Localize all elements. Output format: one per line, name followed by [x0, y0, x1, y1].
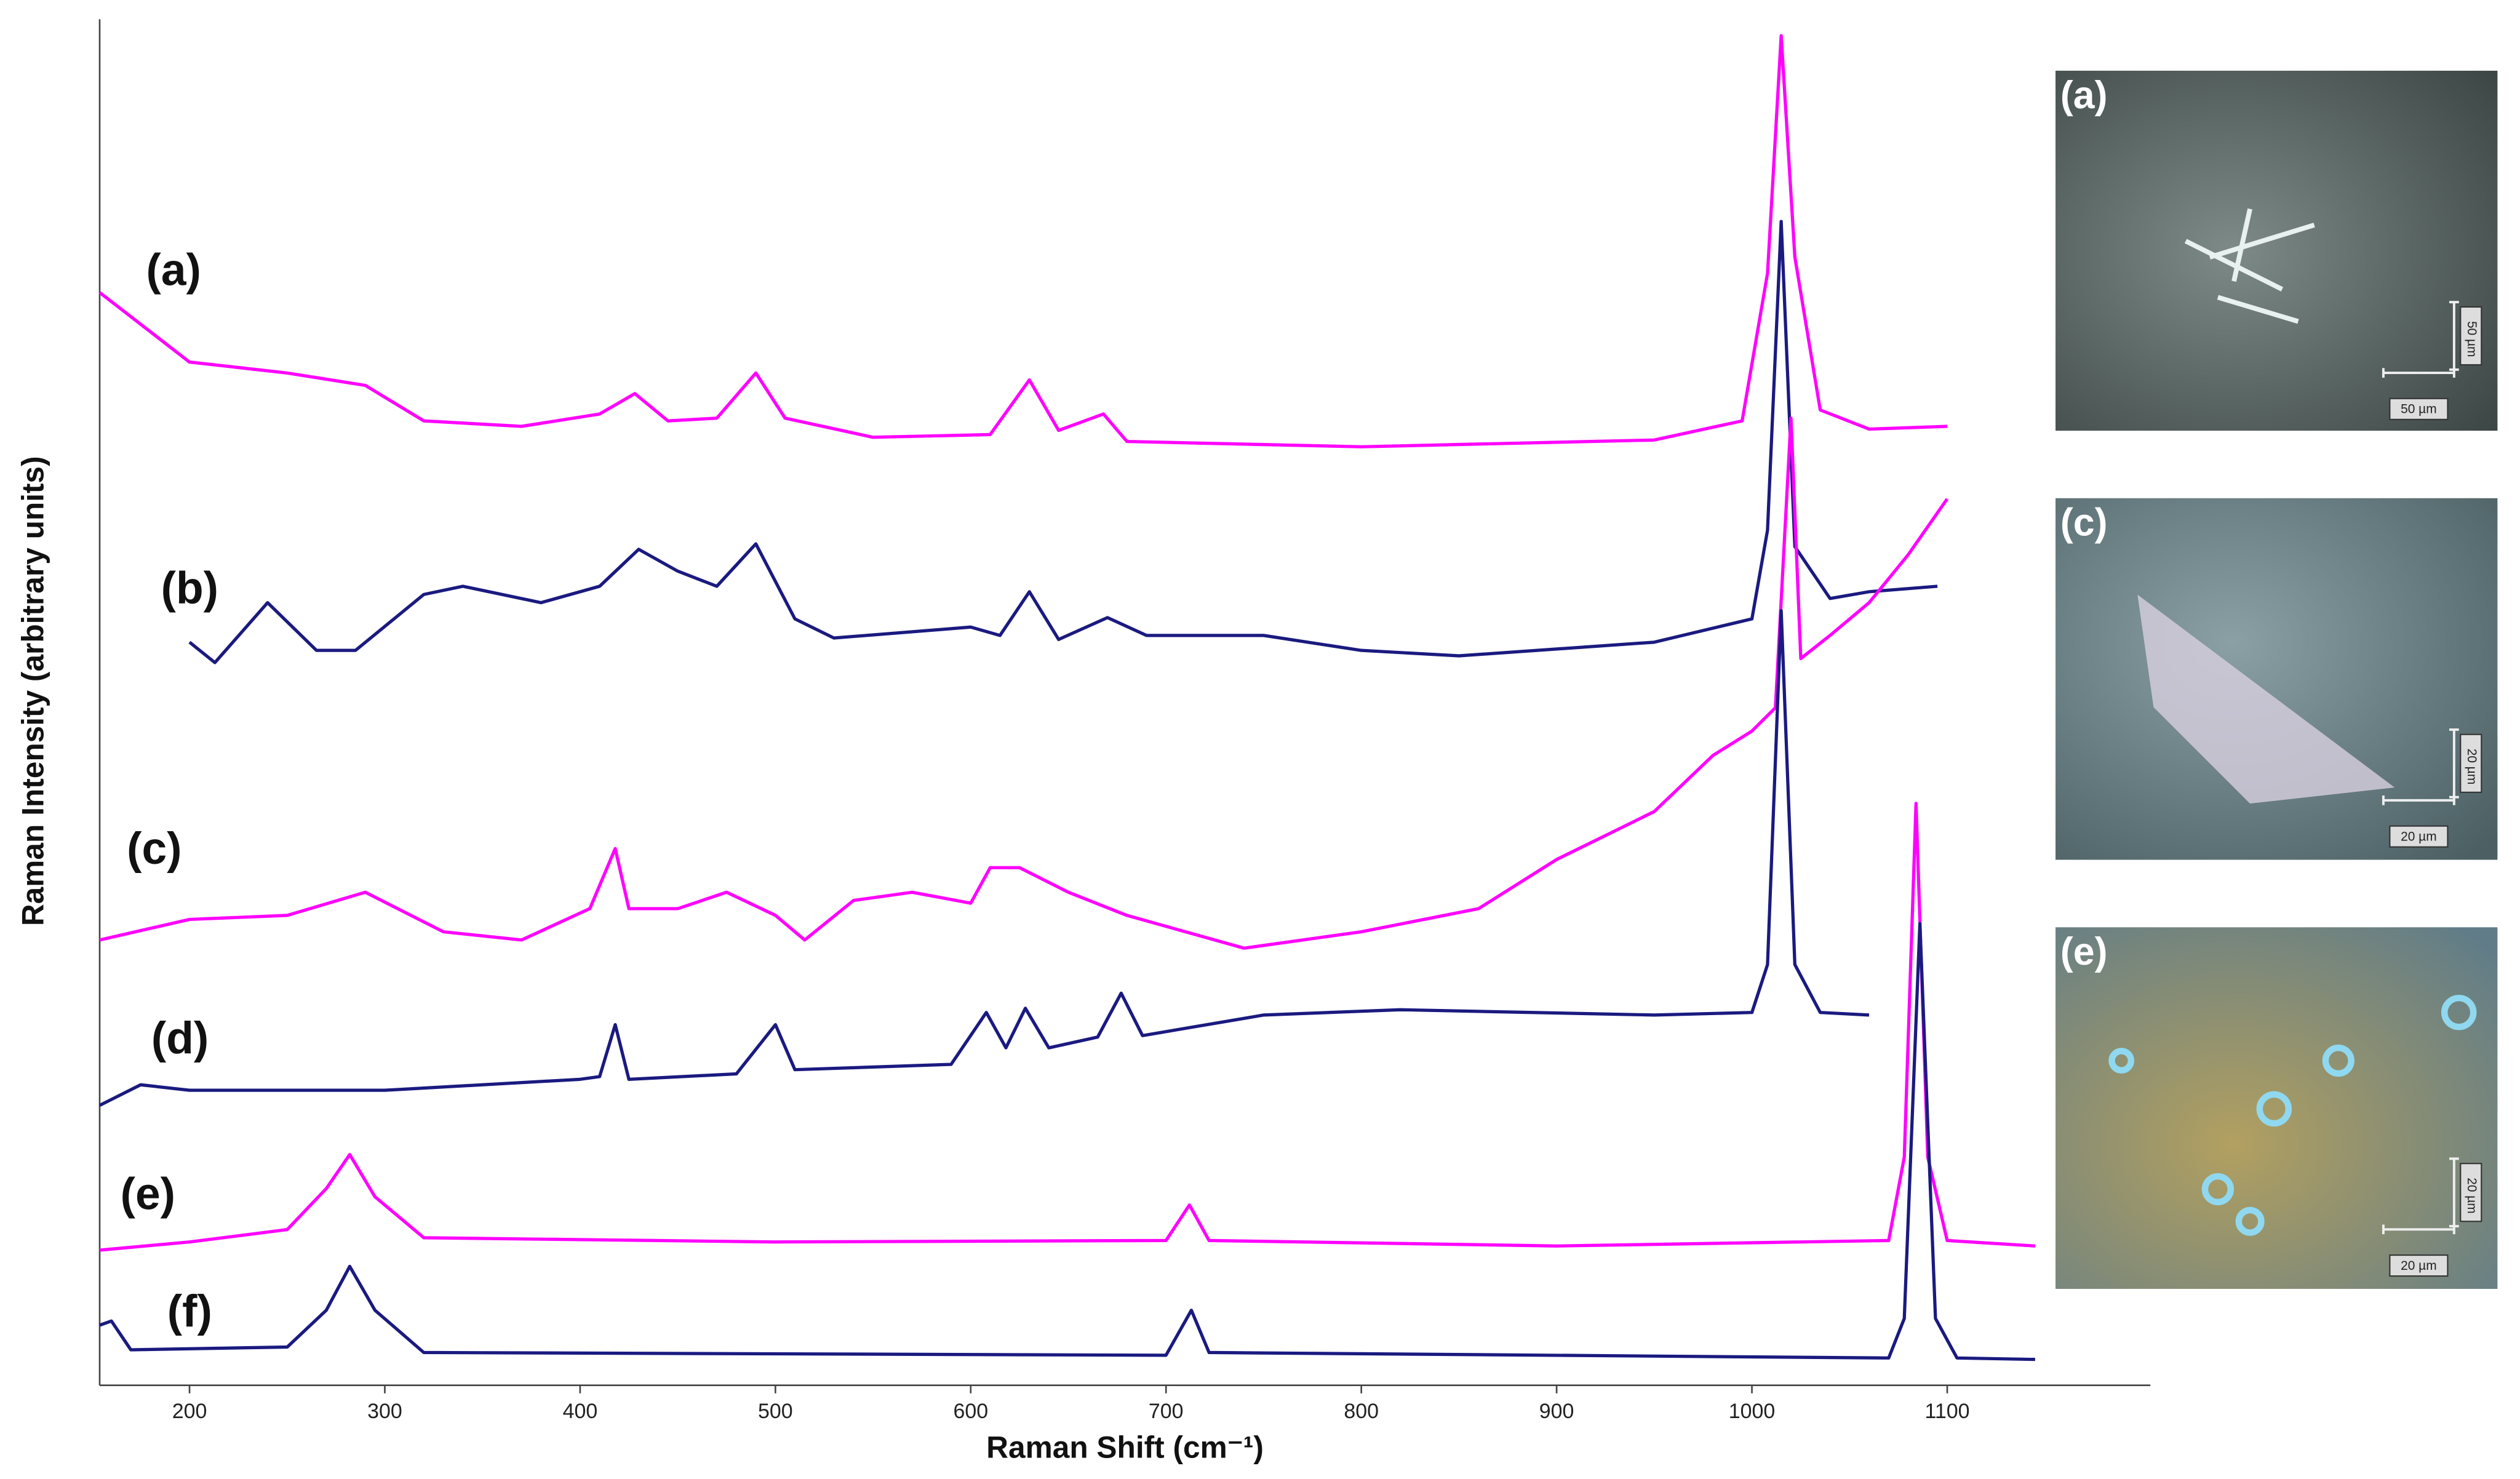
- series-label: (d): [151, 1013, 209, 1063]
- spectrum-line: [99, 922, 2035, 1361]
- spectrum-line: [99, 417, 1949, 950]
- scale-label-box: [2460, 1163, 2482, 1222]
- scale-bar-vertical: [2449, 301, 2459, 371]
- scale-label: 20 µm: [2465, 749, 2479, 784]
- series-label: (c): [127, 824, 181, 874]
- micrograph: [2055, 927, 2498, 1289]
- scale-label: 20 µm: [2465, 1178, 2479, 1213]
- scale-label-box: [2389, 397, 2449, 420]
- crystals: [2108, 994, 2477, 1236]
- x-tick-label: 1100: [1925, 1400, 1970, 1423]
- y-axis-title: Raman Intensity (arbitrary units): [16, 456, 50, 926]
- scale-bar-vertical: [2449, 1157, 2459, 1228]
- spectrum-line: [98, 609, 1870, 1107]
- series-label: (f): [167, 1286, 212, 1336]
- scale-label: 20 µm: [2401, 829, 2436, 843]
- x-tick-label: 700: [1149, 1400, 1184, 1423]
- scale-label-box: [2460, 306, 2482, 366]
- spectrum-line: [99, 802, 2036, 1252]
- series-label: (b): [161, 564, 218, 613]
- series-label: (e): [121, 1169, 175, 1219]
- x-axis-title: Raman Shift (cm⁻¹): [986, 1430, 1264, 1464]
- x-tick-label: 900: [1539, 1400, 1574, 1423]
- scale-label: 50 µm: [2401, 402, 2436, 417]
- x-tick-label: 200: [172, 1400, 207, 1423]
- inset-e: [2055, 927, 2498, 1289]
- scale-label-box: [2460, 733, 2482, 793]
- crystal: [2184, 208, 2315, 324]
- x-tick-label: 600: [953, 1400, 988, 1423]
- crystal: [2137, 594, 2395, 804]
- inset-label: (a): [2060, 74, 2108, 117]
- micrograph: [2055, 498, 2498, 860]
- scale-label: 50 µm: [2465, 321, 2479, 357]
- inset-label: (c): [2060, 501, 2108, 544]
- x-tick-label: 400: [563, 1400, 598, 1423]
- inset-c: [2055, 498, 2498, 860]
- spectrum-line: [98, 34, 1948, 448]
- plot: 200 300 400 500 600 700 800 900 1000 1100 Raman Sh…: [16, 19, 2151, 1464]
- x-tick-label: 1000: [1729, 1400, 1776, 1423]
- inset-label: (e): [2060, 930, 2108, 973]
- x-tick-label: 300: [367, 1400, 402, 1423]
- x-tick-label: 500: [758, 1400, 793, 1423]
- series-label: (a): [146, 245, 201, 295]
- scale-label: 20 µm: [2401, 1259, 2436, 1273]
- spectrum-line: [188, 220, 1938, 664]
- x-tick-label: 800: [1344, 1400, 1379, 1423]
- micrograph: [2055, 70, 2498, 431]
- scale-label-box: [2389, 825, 2449, 848]
- scale-label-box: [2389, 1254, 2449, 1277]
- inset-a: [2055, 70, 2498, 431]
- scale-bar-vertical: [2449, 728, 2459, 799]
